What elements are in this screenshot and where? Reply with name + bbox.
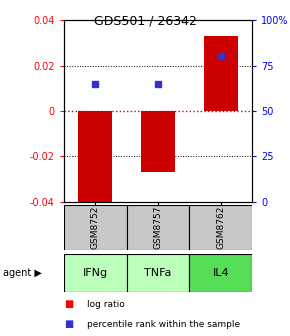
Bar [189,205,252,250]
Text: GSM8762: GSM8762 [216,206,225,249]
Bar [78,111,113,208]
Bar [127,205,189,250]
Text: GSM8757: GSM8757 [153,206,163,249]
Bar [141,111,175,172]
Bar [204,36,238,111]
Text: log ratio: log ratio [87,300,125,309]
Bar [64,205,127,250]
Bar [189,254,252,292]
Text: IFNg: IFNg [83,268,108,278]
Text: IL4: IL4 [213,268,229,278]
Text: GDS501 / 26342: GDS501 / 26342 [94,14,196,28]
Text: agent ▶: agent ▶ [3,268,42,278]
Bar [127,254,189,292]
Text: GSM8752: GSM8752 [91,206,100,249]
Bar [64,254,127,292]
Text: ■: ■ [64,299,73,309]
Text: percentile rank within the sample: percentile rank within the sample [87,320,240,329]
Text: TNFa: TNFa [144,268,172,278]
Text: ■: ■ [64,319,73,329]
